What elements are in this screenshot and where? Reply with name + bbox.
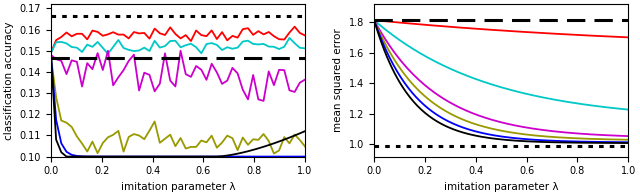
Y-axis label: mean squared error: mean squared error [333, 28, 344, 132]
X-axis label: imitation parameter λ: imitation parameter λ [444, 182, 559, 192]
Y-axis label: classification accuracy: classification accuracy [4, 21, 14, 140]
X-axis label: imitation parameter λ: imitation parameter λ [121, 182, 236, 192]
